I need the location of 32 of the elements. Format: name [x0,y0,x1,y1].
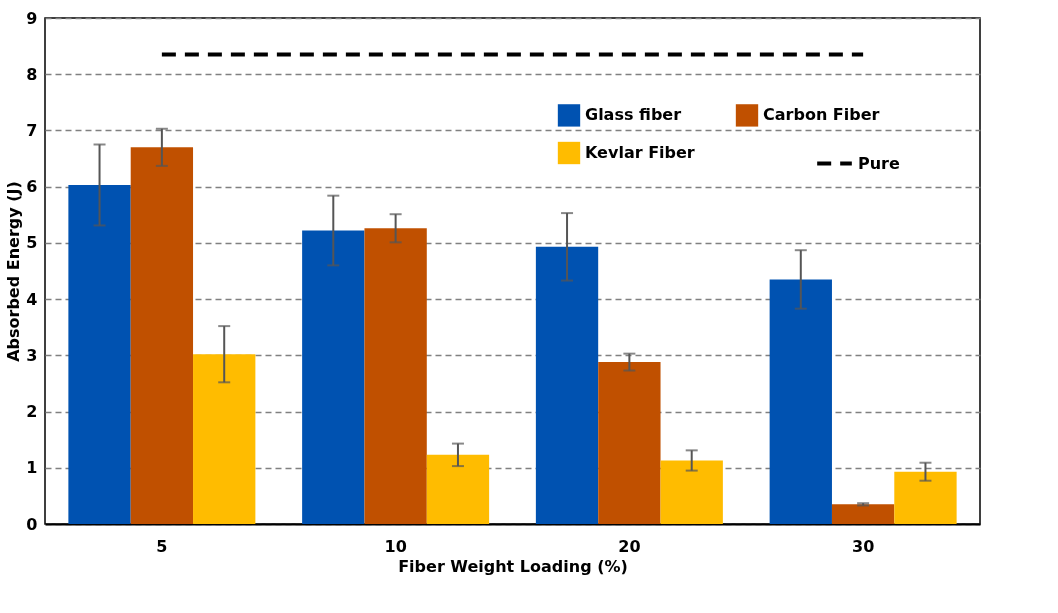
y-tick-label: 1 [26,458,38,478]
bar [193,354,256,524]
x-tick-label: 10 [384,536,407,556]
y-tick-label: 6 [26,177,38,197]
bar [831,504,895,524]
bar [130,147,194,524]
y-tick-label: 8 [26,64,38,84]
bar [660,460,723,524]
x-tick-label: 5 [156,536,168,556]
bar [302,230,365,524]
legend-label: Pure [858,153,901,173]
y-tick-label: 4 [26,289,38,309]
x-tick-label: 30 [851,536,875,556]
x-axis-title: Fiber Weight Loading (%) [398,556,628,576]
y-tick-label: 0 [26,514,38,534]
bar [68,184,131,524]
legend-label: Carbon Fiber [763,105,880,125]
y-tick-label: 2 [26,402,38,422]
y-tick-label: 5 [26,233,38,253]
bar [598,362,661,524]
y-tick-label: 9 [26,8,38,28]
bar [894,471,957,524]
x-tick-label: 20 [618,536,641,556]
y-axis-title: Absorbed Energy (J) [4,181,24,362]
bar [426,454,490,524]
bar [769,279,832,524]
bar [535,246,599,524]
legend-label: Glass fiber [585,105,682,125]
y-tick-label: 3 [26,345,38,365]
bar [364,228,427,524]
legend-label: Kevlar Fiber [585,143,695,162]
y-tick-label: 7 [26,120,38,140]
